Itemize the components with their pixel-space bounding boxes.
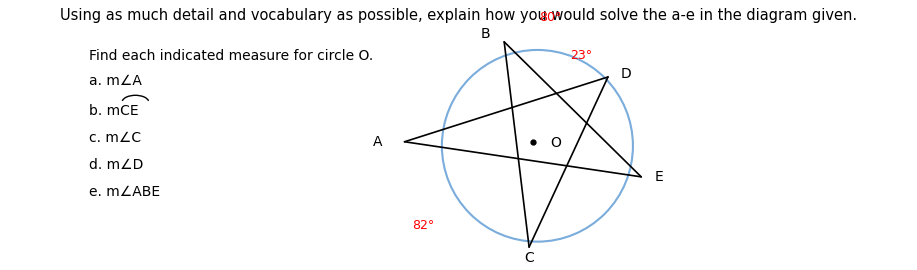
Text: B: B [481, 27, 491, 41]
Text: Find each indicated measure for circle O.: Find each indicated measure for circle O… [89, 49, 373, 63]
Text: 82°: 82° [413, 219, 435, 232]
Text: b. mCE: b. mCE [89, 104, 138, 118]
Text: 80°: 80° [538, 11, 561, 24]
Text: C: C [525, 251, 534, 265]
Text: c. m∠C: c. m∠C [89, 131, 141, 145]
Text: A: A [373, 135, 382, 149]
Text: Using as much detail and vocabulary as possible, explain how you would solve the: Using as much detail and vocabulary as p… [60, 8, 857, 23]
Text: a. m∠A: a. m∠A [89, 74, 142, 88]
Text: e. m∠ABE: e. m∠ABE [89, 185, 160, 199]
Text: E: E [655, 170, 664, 184]
Text: D: D [621, 67, 632, 81]
Text: d. m∠D: d. m∠D [89, 158, 143, 172]
Text: 23°: 23° [570, 49, 592, 62]
Text: O: O [550, 136, 560, 150]
